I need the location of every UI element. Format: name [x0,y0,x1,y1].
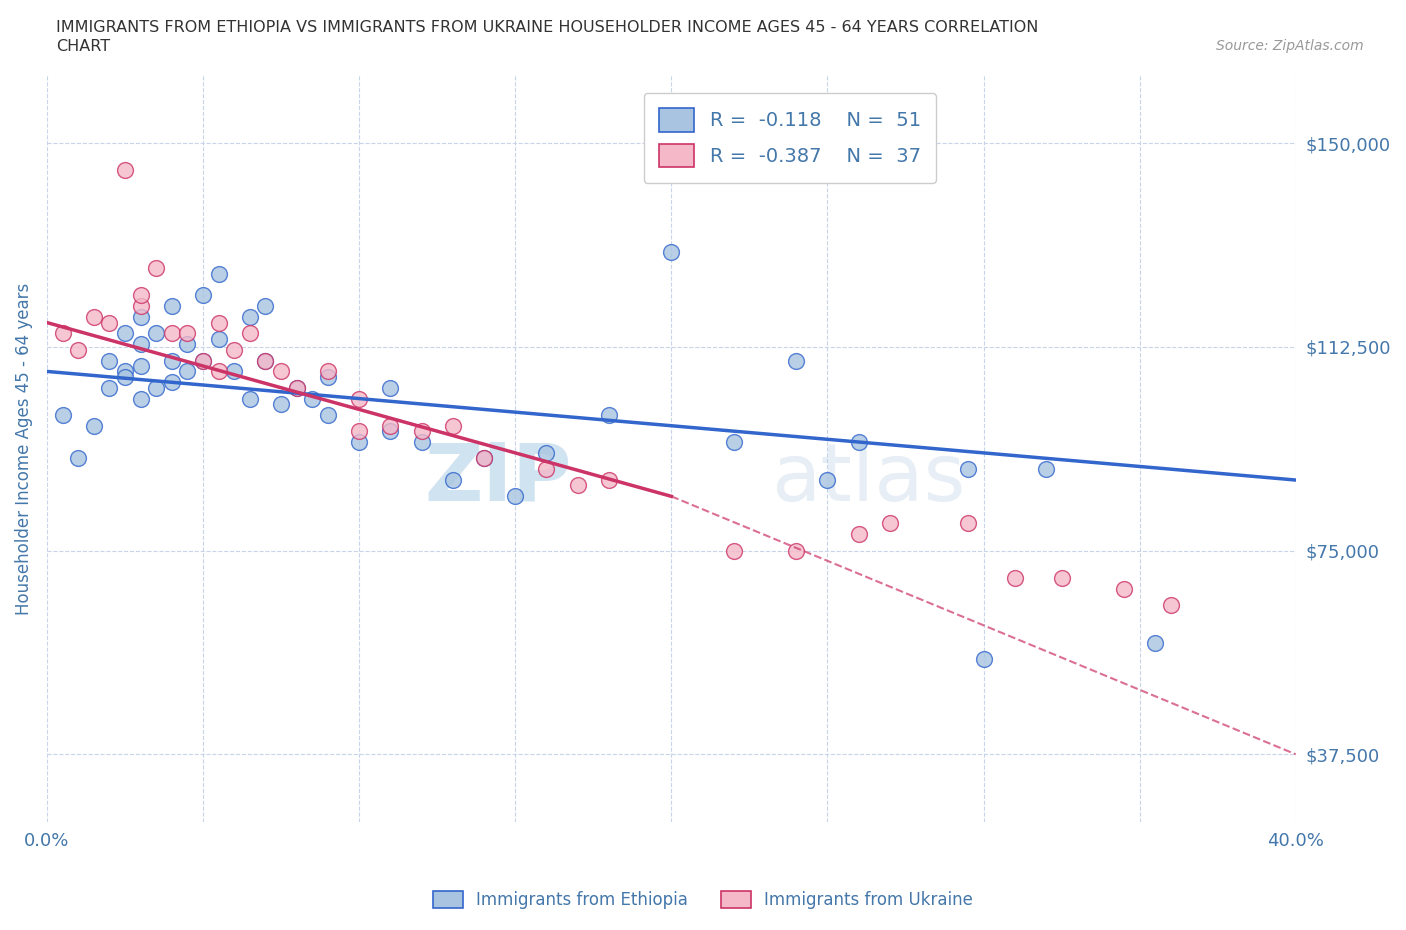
Point [239,310,262,325]
Point [1112,581,1135,596]
Point [254,353,277,368]
Point [67,342,90,357]
Point [114,364,136,379]
Text: IMMIGRANTS FROM ETHIOPIA VS IMMIGRANTS FROM UKRAINE HOUSEHOLDER INCOME AGES 45 -: IMMIGRANTS FROM ETHIOPIA VS IMMIGRANTS F… [56,20,1039,35]
Point [848,527,870,542]
Point [848,434,870,449]
Point [129,288,152,303]
Point [254,299,277,313]
Y-axis label: Householder Income Ages 45 - 64 years: Householder Income Ages 45 - 64 years [15,283,32,615]
Point [472,451,495,466]
Point [441,472,464,487]
Point [129,337,152,352]
Point [598,407,620,422]
Point [51,407,73,422]
Point [145,380,167,395]
Point [785,543,807,558]
Point [1004,570,1026,585]
Point [160,326,183,341]
Point [380,418,402,433]
Point [129,299,152,313]
Point [191,288,214,303]
Point [254,353,277,368]
Point [380,380,402,395]
Point [191,353,214,368]
Point [239,326,262,341]
Point [1160,597,1182,612]
Point [98,380,121,395]
Point [224,342,246,357]
Point [411,434,433,449]
Point [285,380,308,395]
Point [145,326,167,341]
Point [347,392,370,406]
Point [316,369,339,384]
Point [129,359,152,374]
Point [176,337,198,352]
Point [879,516,901,531]
Legend: Immigrants from Ethiopia, Immigrants from Ukraine: Immigrants from Ethiopia, Immigrants fro… [425,883,981,917]
Point [129,392,152,406]
Point [114,326,136,341]
Point [441,418,464,433]
Point [1035,461,1057,476]
Point [176,364,198,379]
Point [239,392,262,406]
Point [207,315,229,330]
Text: Source: ZipAtlas.com: Source: ZipAtlas.com [1216,39,1364,53]
Point [956,461,979,476]
Point [160,299,183,313]
Point [145,260,167,275]
Point [285,380,308,395]
Text: CHART: CHART [56,39,110,54]
Point [114,369,136,384]
Point [67,451,90,466]
Point [659,245,682,259]
Point [51,326,73,341]
Point [567,478,589,493]
Point [785,353,807,368]
Point [83,310,105,325]
Point [536,445,558,460]
Point [347,424,370,439]
Point [176,326,198,341]
Text: atlas: atlas [772,440,966,518]
Point [207,331,229,346]
Point [160,353,183,368]
Point [316,407,339,422]
Point [207,266,229,281]
Point [723,543,745,558]
Point [503,489,526,504]
Point [129,310,152,325]
Point [1050,570,1073,585]
Point [1144,635,1167,650]
Point [207,364,229,379]
Point [347,434,370,449]
Point [472,451,495,466]
Point [98,353,121,368]
Point [723,434,745,449]
Point [98,315,121,330]
Text: ZIP: ZIP [425,440,571,518]
Point [536,461,558,476]
Point [411,424,433,439]
Point [817,472,839,487]
Point [224,364,246,379]
Point [270,364,292,379]
Point [83,418,105,433]
Point [160,375,183,390]
Point [973,652,995,667]
Legend: R =  -0.118    N =  51, R =  -0.387    N =  37: R = -0.118 N = 51, R = -0.387 N = 37 [644,93,936,183]
Point [316,364,339,379]
Point [956,516,979,531]
Point [191,353,214,368]
Point [114,163,136,178]
Point [270,396,292,411]
Point [301,392,323,406]
Point [380,424,402,439]
Point [598,472,620,487]
